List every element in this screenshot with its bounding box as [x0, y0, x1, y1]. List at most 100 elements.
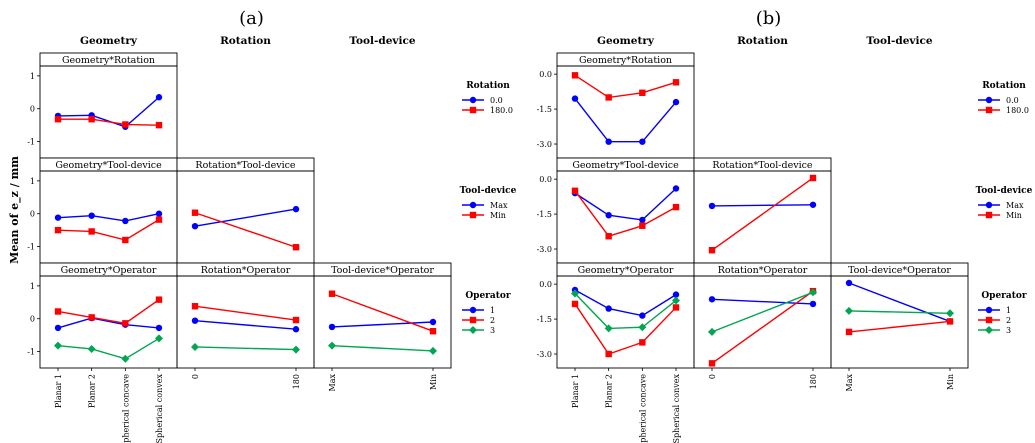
legend-label: 2: [1006, 316, 1011, 325]
series-line: [331, 321, 434, 328]
column-header: Tool-device: [349, 35, 415, 47]
series-line: [57, 213, 160, 222]
chart-label: (a): [239, 8, 264, 29]
data-point: [845, 306, 853, 315]
legend-swatch-marker: [985, 326, 993, 334]
legend-operator: Operator 123: [978, 291, 1027, 335]
data-point: [809, 288, 817, 297]
data-point: [429, 328, 437, 335]
data-point: [672, 79, 680, 86]
panel-rotation-operator: Rotation*Operator 0 180: [176, 262, 315, 389]
series-line: [57, 96, 160, 128]
data-point: [708, 327, 716, 336]
legend-title: Rotation: [466, 81, 510, 91]
y-tick-label: -3.0: [537, 245, 552, 254]
data-point: [809, 300, 817, 308]
panel-title: Rotation*Tool-device: [195, 160, 296, 171]
data-point: [708, 246, 716, 254]
y-axis-label: Mean of e_z / mm: [8, 156, 22, 264]
panel-geometry-rotation: Geometry*Rotation 1 0 -1: [27, 52, 178, 159]
series-line: [331, 293, 434, 332]
data-point: [639, 138, 646, 145]
data-point: [88, 212, 95, 219]
column-header: Rotation: [220, 35, 271, 47]
panel-geometry-operator: Geometry*Operator 1 0 -1 Planar 1 Planar 2 Sph…: [27, 262, 178, 443]
legend-label: 3: [490, 326, 495, 335]
legend-label: Min: [1006, 211, 1022, 220]
chart-label: (b): [756, 8, 782, 29]
data-point: [946, 318, 954, 325]
data-point: [155, 296, 163, 303]
data-point: [708, 360, 716, 367]
series-line: [848, 282, 951, 323]
data-point: [88, 116, 95, 123]
data-point: [191, 317, 199, 324]
data-point: [605, 350, 612, 358]
x-tick-label: Min: [429, 374, 438, 390]
data-point: [54, 341, 62, 350]
chart-0: (a) Geometry Rotation Tool-device Mean of e_…: [8, 8, 517, 443]
x-tick-label: Min: [946, 374, 955, 390]
data-point: [672, 185, 680, 192]
panel-title: Tool-device*Operator: [848, 265, 951, 276]
column-header: Geometry: [597, 35, 655, 47]
x-tick-label: Max: [845, 374, 854, 392]
legend-swatch-marker: [985, 96, 993, 104]
series-line: [331, 344, 434, 352]
x-tick-label: 180: [292, 374, 301, 389]
y-tick-label: -1: [27, 138, 35, 147]
panel-geometry-rotation: Geometry*Rotation 0.0 -1.5 -3.0: [537, 52, 695, 159]
data-point: [809, 201, 817, 208]
data-point: [571, 95, 579, 102]
data-point: [672, 291, 680, 298]
data-point: [88, 314, 95, 321]
data-point: [845, 279, 853, 287]
data-point: [571, 300, 579, 308]
data-point: [639, 89, 646, 96]
series-line: [711, 290, 814, 364]
series-line: [574, 190, 677, 238]
data-point: [672, 304, 680, 311]
series-line: [57, 219, 160, 241]
series-line: [194, 212, 297, 248]
legend-swatch-marker: [469, 106, 477, 114]
data-point: [155, 210, 163, 217]
legend-label: 180.0: [1006, 106, 1029, 115]
legend-swatch-marker: [469, 316, 477, 324]
legend-swatch-marker: [469, 326, 477, 334]
panel-tool-device-operator: Tool-device*Operator Max Min: [830, 262, 969, 392]
x-tick-label: Spherical convex: [155, 374, 164, 443]
legend-swatch-marker: [985, 106, 993, 114]
data-point: [605, 233, 612, 240]
legend-swatch-marker: [469, 306, 477, 314]
panel-title: Rotation*Operator: [718, 265, 808, 276]
data-point: [292, 205, 300, 213]
panel-geometry-tool-device: Geometry*Tool-device 1 0 -1: [27, 157, 178, 264]
legend-label: Max: [1006, 201, 1024, 210]
data-point: [571, 289, 579, 298]
data-point: [54, 214, 62, 221]
panel-title: Geometry*Tool-device: [572, 160, 679, 171]
data-point: [54, 116, 62, 123]
legend-swatch-marker: [469, 201, 477, 209]
data-point: [605, 212, 612, 219]
panel-rotation-tool-device: Rotation*Tool-device: [693, 157, 832, 264]
legend-label: Max: [490, 201, 508, 210]
series-line: [194, 305, 297, 321]
x-tick-label: Spherical convex: [672, 374, 681, 443]
data-point: [155, 216, 163, 223]
y-tick-label: 0.0: [539, 280, 552, 289]
x-tick-label: 0: [191, 374, 200, 379]
data-point: [639, 339, 646, 346]
y-tick-label: 0.0: [539, 175, 552, 184]
y-tick-label: -1.5: [537, 105, 552, 114]
panel-frame: [830, 275, 969, 369]
legend-label: 2: [490, 316, 495, 325]
legend-title: Rotation: [982, 81, 1026, 91]
data-point: [328, 290, 336, 297]
data-point: [639, 222, 646, 229]
series-line: [574, 74, 677, 99]
data-point: [605, 138, 612, 145]
